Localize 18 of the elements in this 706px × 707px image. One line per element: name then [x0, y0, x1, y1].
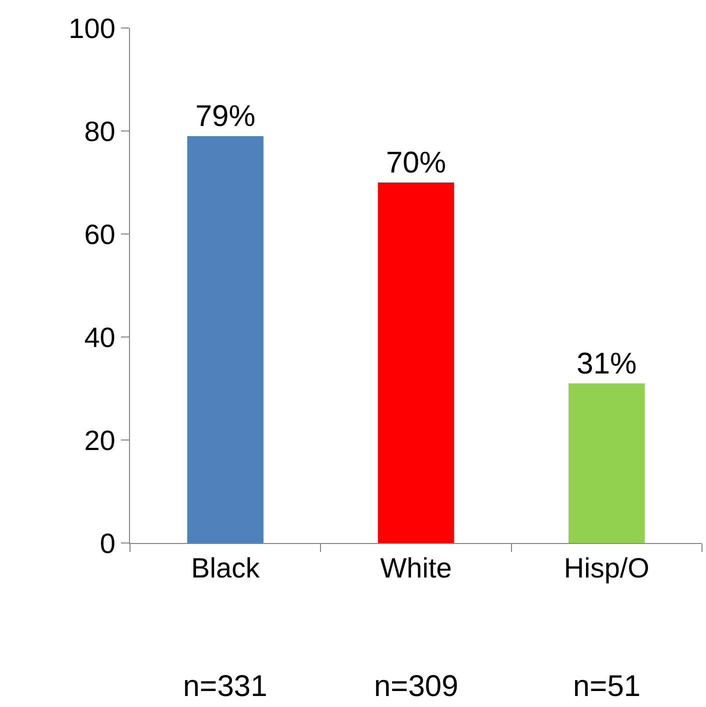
x-tick-label: Black [191, 552, 261, 584]
bar [568, 383, 645, 543]
text: n=331 [183, 670, 268, 703]
x-tick-label: Hisp/O [564, 552, 650, 584]
y-tick-label: 20 [84, 424, 116, 456]
y-tick-label: 100 [68, 12, 116, 44]
bar [378, 182, 454, 543]
y-tick-label: 80 [84, 116, 116, 147]
x-tick-label: White [380, 552, 452, 584]
y-tick-label: 0 [100, 528, 116, 559]
data-label: 70% [386, 146, 446, 180]
y-tick-label: 60 [84, 218, 116, 250]
text: n=51 [573, 670, 641, 703]
data-label: 79% [195, 100, 256, 134]
data-label: 31% [576, 347, 637, 380]
text: n=309 [374, 670, 458, 703]
bar [187, 136, 264, 543]
y-tick-label: 40 [84, 322, 116, 353]
